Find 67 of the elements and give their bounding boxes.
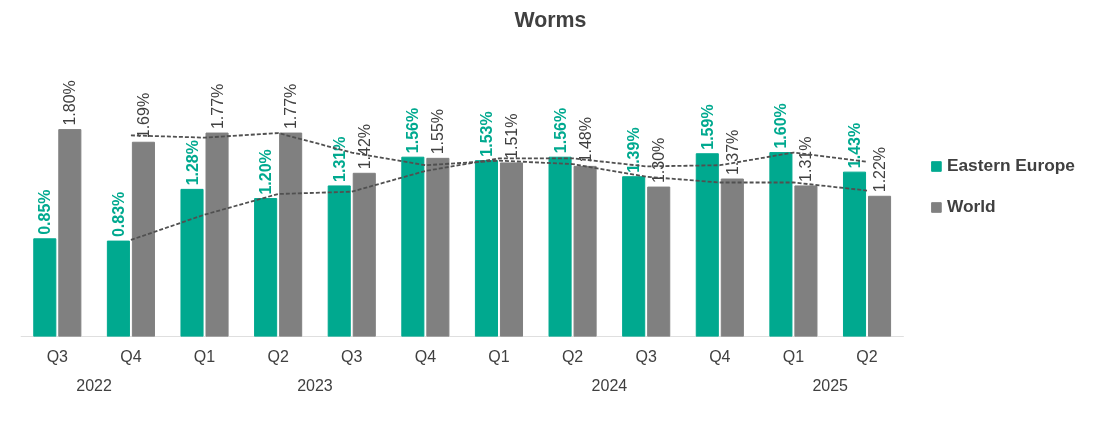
bar — [769, 152, 793, 337]
data-label: 0.85% — [36, 189, 54, 235]
x-tick-label: Q1 — [488, 347, 510, 365]
bar — [352, 172, 376, 337]
x-tick-label: Q3 — [635, 347, 657, 365]
x-tick-label: Q2 — [856, 347, 878, 365]
bar — [254, 198, 278, 337]
data-label: 1.31% — [330, 136, 348, 182]
bar — [794, 185, 818, 337]
data-label: 1.77% — [282, 83, 300, 130]
bar — [548, 156, 572, 337]
x-tick-label: Q3 — [46, 347, 69, 365]
bar — [695, 153, 719, 337]
data-label: 1.20% — [257, 149, 275, 195]
bar — [180, 188, 204, 337]
bar — [720, 178, 744, 337]
data-label: 1.37% — [723, 129, 741, 176]
bar — [327, 185, 351, 337]
bar — [622, 176, 646, 337]
x-tick-label: Q2 — [267, 347, 289, 365]
data-label: 1.53% — [477, 111, 495, 157]
bar — [106, 240, 130, 337]
data-label: 1.56% — [551, 107, 569, 154]
bar — [474, 160, 498, 337]
bar — [499, 162, 524, 337]
data-label: 1.43% — [846, 122, 864, 169]
x-tick-label: Q4 — [709, 347, 731, 365]
bar — [401, 156, 425, 337]
data-label: 1.60% — [772, 103, 790, 149]
data-label: 1.59% — [698, 104, 716, 150]
bar — [279, 132, 303, 337]
data-label: 1.56% — [404, 107, 422, 154]
bar — [33, 238, 57, 337]
x-tick-label: Q1 — [193, 347, 216, 365]
x-tick-label: Q2 — [561, 347, 584, 365]
x-tick-label: Q4 — [414, 347, 437, 365]
data-label: 1.69% — [134, 92, 152, 139]
legend-label: World — [946, 196, 996, 217]
x-tick-label: Q3 — [341, 347, 363, 365]
data-label: 0.83% — [109, 191, 127, 238]
data-label: 1.30% — [650, 137, 668, 184]
data-label: 1.22% — [871, 146, 889, 193]
bar — [868, 195, 892, 337]
data-label: 1.77% — [208, 83, 226, 130]
data-label: 1.51% — [502, 113, 520, 159]
bar — [647, 186, 671, 337]
data-label: 1.80% — [61, 80, 79, 126]
data-label: 1.28% — [183, 140, 201, 186]
bar — [58, 129, 82, 337]
data-label: 1.39% — [625, 127, 643, 173]
text: 2022 — [76, 376, 113, 394]
x-tick-label: Q1 — [782, 347, 805, 365]
bar — [131, 141, 155, 337]
bar — [573, 165, 597, 337]
bar — [842, 171, 867, 337]
text: 2025 — [812, 376, 849, 394]
chart-title: Worms — [514, 7, 587, 32]
data-label: 1.31% — [797, 136, 815, 182]
bar — [426, 157, 450, 337]
legend-label: Eastern Europe — [946, 155, 1075, 176]
data-label: 1.42% — [355, 123, 373, 170]
text: 2024 — [591, 376, 628, 394]
x-tick-label: Q4 — [120, 347, 142, 365]
text: 2023 — [297, 376, 333, 394]
data-label: 1.48% — [576, 117, 594, 163]
data-label: 1.55% — [429, 108, 447, 155]
bar — [205, 132, 229, 337]
